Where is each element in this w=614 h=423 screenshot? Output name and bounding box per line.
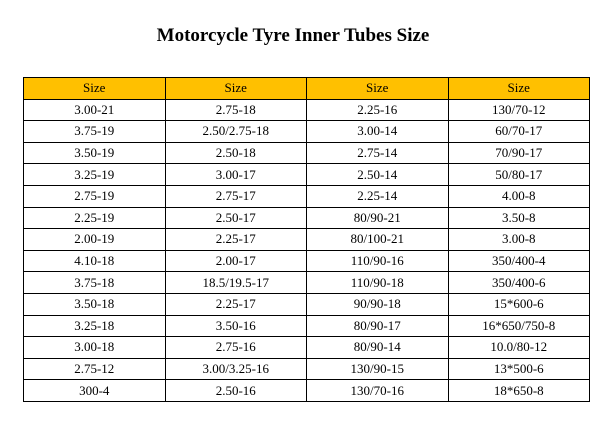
table-cell: 80/100-21 [306, 228, 449, 251]
tube-size-table: Size Size Size Size 3.00-21 2.75-18 2.25-1… [23, 77, 590, 402]
table-row: 3.75-19 2.50/2.75-18 3.00-14 60/70-17 [23, 120, 590, 143]
table-cell: 2.50-14 [306, 163, 449, 186]
table-cell: 3.50-8 [447, 206, 590, 230]
table-row: 2.00-19 2.25-17 80/100-21 3.00-8 [23, 228, 590, 251]
table-cell: 2.25-17 [164, 228, 307, 251]
table-cell: 2.00-17 [164, 249, 307, 273]
table-cell: 2.75-12 [23, 357, 166, 381]
table-row: 3.25-18 3.50-16 80/90-17 16*650/750-8 [23, 314, 590, 338]
table-cell: 2.75-17 [164, 184, 307, 208]
table-cell: 2.25-14 [306, 184, 449, 208]
table-cell: 2.75-16 [164, 336, 307, 359]
table-header-row: Size Size Size Size [23, 77, 590, 100]
table-cell: 3.50-19 [23, 141, 166, 165]
table-cell: 13*500-6 [447, 357, 590, 381]
table-cell: 3.25-19 [23, 163, 166, 186]
table-cell: 18*650-8 [447, 379, 590, 402]
table-cell: 15*600-6 [447, 292, 590, 316]
table-row: 2.25-19 2.50-17 80/90-21 3.50-8 [23, 206, 590, 230]
table-cell: 3.00-18 [23, 336, 166, 359]
table-cell: 350/400-4 [447, 249, 590, 273]
table-row: 4.10-18 2.00-17 110/90-16 350/400-4 [23, 249, 590, 273]
table-cell: 80/90-17 [306, 314, 449, 338]
table-row: 300-4 2.50-16 130/70-16 18*650-8 [23, 379, 590, 402]
table-cell: 300-4 [23, 379, 166, 402]
table-row: 3.50-18 2.25-17 90/90-18 15*600-6 [23, 292, 590, 316]
table-cell: 2.25-16 [306, 98, 449, 122]
table-cell: 3.00/3.25-16 [164, 357, 307, 381]
table-cell: 2.75-18 [164, 98, 307, 122]
table-body: 3.00-21 2.75-18 2.25-16 130/70-12 3.75-19 2.5… [23, 98, 590, 402]
table-cell: 2.50-18 [164, 141, 307, 165]
table-cell: 2.50/2.75-18 [164, 120, 307, 143]
column-header: Size [306, 77, 449, 100]
table-cell: 90/90-18 [306, 292, 449, 316]
table-cell: 3.75-18 [23, 271, 166, 294]
table-cell: 3.00-14 [306, 120, 449, 143]
table-row: 3.75-18 18.5/19.5-17 110/90-18 350/400-6 [23, 271, 590, 294]
table-cell: 3.00-17 [164, 163, 307, 186]
table-cell: 2.00-19 [23, 228, 166, 251]
column-header: Size [447, 77, 590, 100]
table-cell: 18.5/19.5-17 [164, 271, 307, 294]
table-cell: 80/90-21 [306, 206, 449, 230]
table-cell: 3.50-16 [164, 314, 307, 338]
table-cell: 2.75-19 [23, 184, 166, 208]
table-cell: 2.25-17 [164, 292, 307, 316]
table-row: 2.75-19 2.75-17 2.25-14 4.00-8 [23, 184, 590, 208]
table-cell: 4.10-18 [23, 249, 166, 273]
table-cell: 2.25-19 [23, 206, 166, 230]
table-cell: 350/400-6 [447, 271, 590, 294]
table-cell: 110/90-18 [306, 271, 449, 294]
table-cell: 50/80-17 [447, 163, 590, 186]
table-cell: 16*650/750-8 [447, 314, 590, 338]
table-cell: 2.50-17 [164, 206, 307, 230]
table-cell: 3.25-18 [23, 314, 166, 338]
table-cell: 2.75-14 [306, 141, 449, 165]
page-title: Motorcycle Tyre Inner Tubes Size [156, 25, 430, 46]
column-header: Size [23, 77, 166, 100]
table-row: 2.75-12 3.00/3.25-16 130/90-15 13*500-6 [23, 357, 590, 381]
table-cell: 80/90-14 [306, 336, 449, 359]
table-cell: 10.0/80-12 [447, 336, 590, 359]
table-cell: 2.50-16 [164, 379, 307, 402]
table-cell: 70/90-17 [447, 141, 590, 165]
table-cell: 110/90-16 [306, 249, 449, 273]
table-cell: 130/70-12 [447, 98, 590, 122]
table-cell: 3.75-19 [23, 120, 166, 143]
table-cell: 4.00-8 [447, 184, 590, 208]
table-cell: 130/70-16 [306, 379, 449, 402]
table-cell: 3.00-21 [23, 98, 166, 122]
table-row: 3.25-19 3.00-17 2.50-14 50/80-17 [23, 163, 590, 186]
column-header: Size [164, 77, 307, 100]
table-cell: 3.50-18 [23, 292, 166, 316]
table-cell: 130/90-15 [306, 357, 449, 381]
table-cell: 60/70-17 [447, 120, 590, 143]
table-row: 3.00-18 2.75-16 80/90-14 10.0/80-12 [23, 336, 590, 359]
table-row: 3.50-19 2.50-18 2.75-14 70/90-17 [23, 141, 590, 165]
table-row: 3.00-21 2.75-18 2.25-16 130/70-12 [23, 98, 590, 122]
table-cell: 3.00-8 [447, 228, 590, 251]
